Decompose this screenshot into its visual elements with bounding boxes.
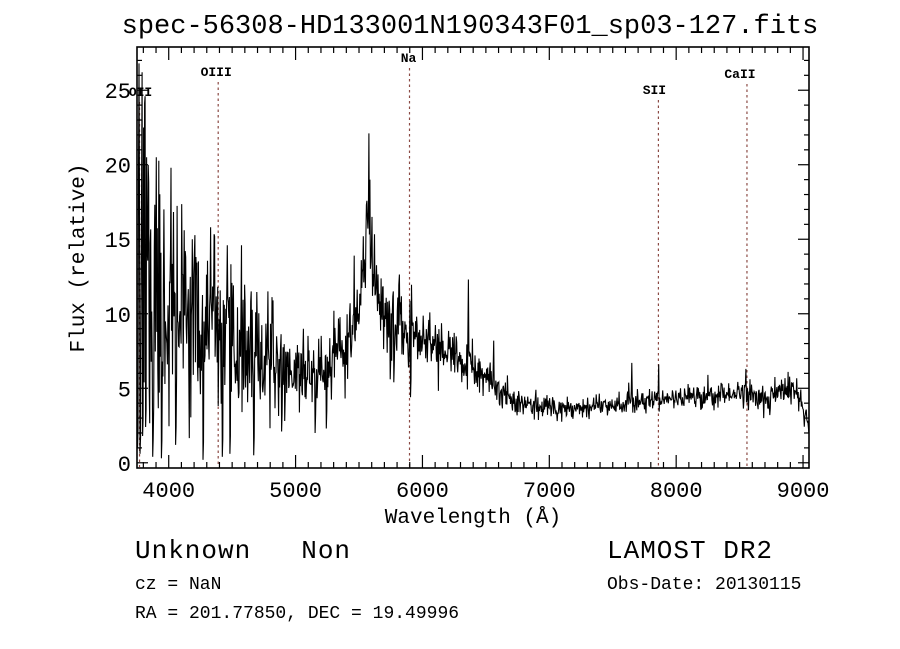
cz-value: cz = NaN bbox=[135, 575, 222, 595]
obs-date: Obs-Date: 20130115 bbox=[607, 575, 802, 595]
axes bbox=[136, 46, 810, 469]
tick-labels: 4000 5000 6000 7000 8000 9000 0 5 10 15 20 25 bbox=[105, 80, 830, 504]
chart-title: spec-56308-HD133001N190343F01_sp03-127.f… bbox=[122, 12, 819, 42]
y-axis-title: Flux (relative) bbox=[68, 163, 91, 352]
y-tick-label: 5 bbox=[118, 378, 131, 403]
class-label: Unknown bbox=[135, 536, 252, 566]
object-info-block: Unknown Non cz = NaN RA = 201.77850, DEC … bbox=[135, 536, 459, 624]
y-tick-label: 15 bbox=[105, 229, 131, 254]
y-tick-label: 10 bbox=[105, 304, 131, 329]
x-tick-label: 5000 bbox=[269, 479, 322, 504]
subclass-label: Non bbox=[301, 536, 352, 566]
y-tick-label: 20 bbox=[105, 155, 131, 180]
marker-label-sii: SII bbox=[643, 83, 666, 98]
y-tick-label: 25 bbox=[105, 80, 131, 105]
y-tick-label: 0 bbox=[118, 453, 131, 478]
ra-dec-value: RA = 201.77850, DEC = 19.49996 bbox=[135, 604, 460, 624]
x-tick-label: 9000 bbox=[777, 479, 830, 504]
survey-label: LAMOST DR2 bbox=[607, 536, 774, 566]
survey-info-block: LAMOST DR2 Obs-Date: 20130115 bbox=[607, 536, 801, 595]
classification-row: Unknown Non bbox=[135, 536, 459, 566]
x-tick-label: 6000 bbox=[396, 479, 449, 504]
x-axis-title: Wavelength (Å) bbox=[385, 507, 561, 530]
marker-label-oii: OII bbox=[129, 85, 152, 100]
x-tick-label: 8000 bbox=[650, 479, 703, 504]
x-tick-label: 4000 bbox=[142, 479, 195, 504]
marker-label-na: Na bbox=[401, 51, 417, 66]
marker-label-oiii: OIII bbox=[201, 65, 232, 80]
spectrum-trace bbox=[136, 63, 810, 460]
x-tick-label: 7000 bbox=[523, 479, 576, 504]
marker-label-caii: CaII bbox=[724, 67, 755, 82]
